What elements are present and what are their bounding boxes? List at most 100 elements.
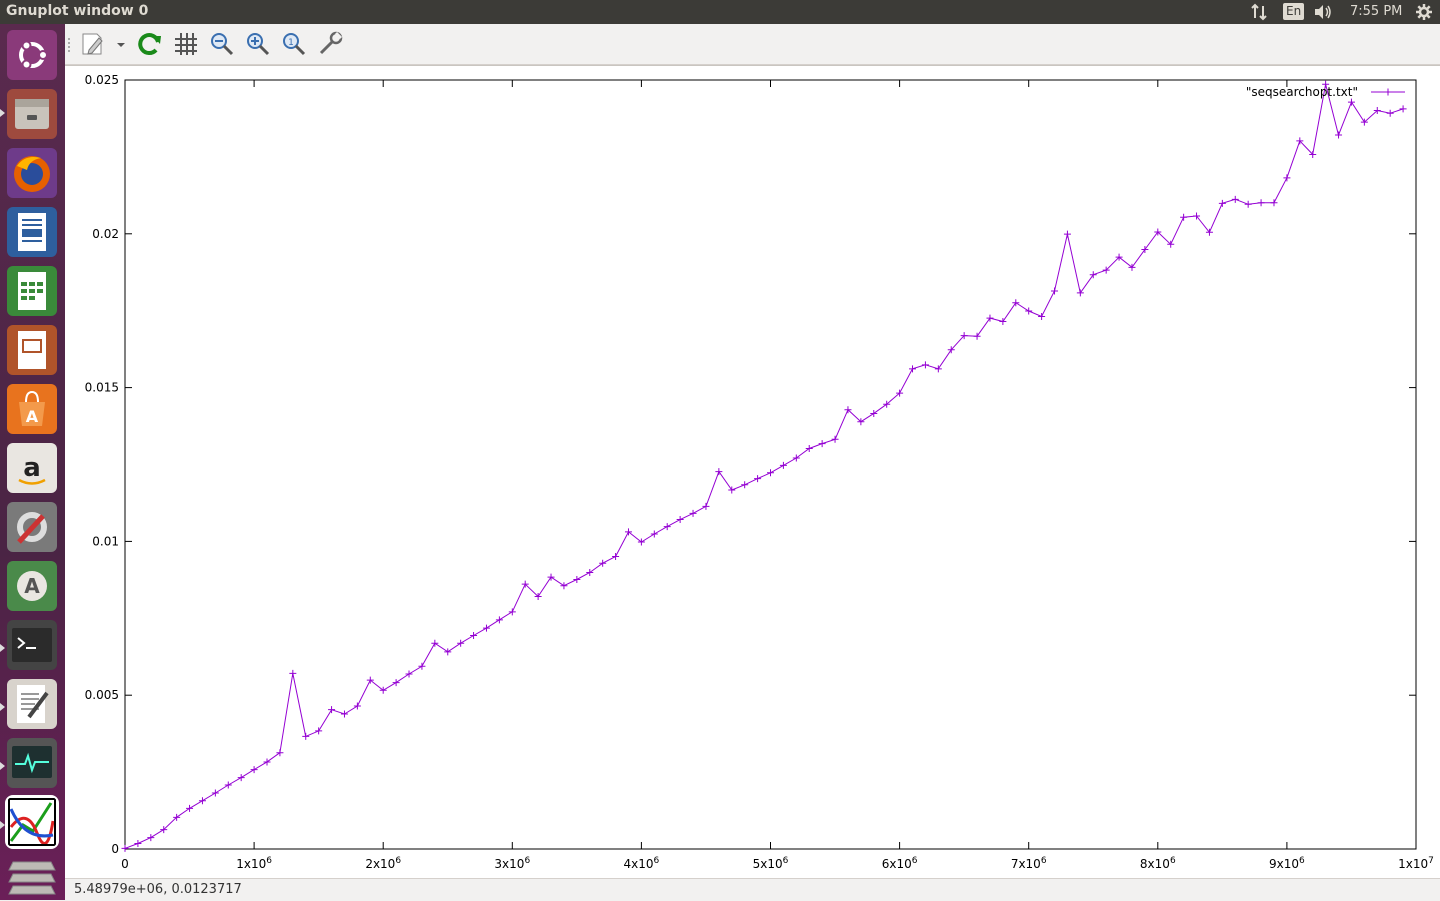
plot-canvas[interactable]: 0 0.005 0.01 0.015 0.02 0.025 0 1x106 2x106 3x106… — [65, 65, 1440, 879]
svg-text:A: A — [26, 407, 39, 426]
software-center-icon[interactable]: A — [7, 384, 57, 434]
data-point — [1347, 98, 1355, 106]
data-point — [702, 502, 710, 510]
data-point — [857, 418, 865, 426]
data-point — [1270, 199, 1278, 207]
firefox-icon[interactable] — [7, 148, 57, 198]
data-point — [353, 702, 361, 710]
session-gear-icon[interactable] — [1415, 3, 1433, 25]
data-point — [470, 632, 478, 640]
data-point — [431, 639, 439, 647]
volume-icon[interactable] — [1313, 3, 1333, 25]
data-point — [457, 639, 465, 647]
data-point — [870, 409, 878, 417]
mouse-coordinates: 5.48979e+06, 0.0123717 — [74, 882, 242, 897]
data-point — [224, 781, 232, 789]
zoom-next-icon[interactable] — [244, 30, 272, 58]
data-point — [534, 592, 542, 600]
svg-text:A: A — [24, 574, 40, 598]
libreoffice-writer-icon[interactable] — [7, 207, 57, 257]
workspaces-icon[interactable] — [7, 850, 57, 896]
gnuplot-icon[interactable] — [5, 795, 59, 849]
libreoffice-calc-icon[interactable] — [7, 266, 57, 316]
data-point — [1180, 213, 1188, 221]
data-point — [418, 662, 426, 670]
clock[interactable]: 7:55 PM — [1350, 4, 1403, 19]
toolbar-grip[interactable] — [68, 38, 73, 52]
data-point — [1193, 212, 1201, 220]
y-tick-label: 0.005 — [85, 688, 119, 702]
data-point — [521, 580, 529, 588]
data-point — [1063, 230, 1071, 238]
amazon-icon[interactable]: a — [7, 443, 57, 493]
grid-icon[interactable] — [172, 30, 200, 58]
y-tick-label: 0 — [111, 842, 119, 856]
data-point — [1115, 253, 1123, 261]
data-point — [1076, 289, 1084, 297]
network-icon[interactable] — [1250, 3, 1268, 25]
data-point — [637, 538, 645, 546]
data-point — [844, 406, 852, 414]
data-point — [831, 435, 839, 443]
keyboard-layout-indicator[interactable]: En — [1283, 3, 1305, 20]
data-point — [883, 400, 891, 408]
system-settings-icon[interactable] — [7, 502, 57, 552]
data-point — [1244, 200, 1252, 208]
data-point — [999, 317, 1007, 325]
data-point — [663, 523, 671, 531]
data-point — [1386, 109, 1394, 117]
terminal-icon[interactable] — [7, 620, 57, 670]
export-dropdown-chevron-icon[interactable] — [107, 30, 125, 58]
data-point — [1167, 240, 1175, 248]
data-point — [560, 582, 568, 590]
running-indicator — [0, 109, 5, 117]
files-icon[interactable] — [7, 89, 57, 139]
legend-label: "seqsearchopt.txt" — [1246, 85, 1358, 99]
text-editor-icon[interactable] — [7, 679, 57, 729]
data-point — [1051, 287, 1059, 295]
data-point — [624, 528, 632, 536]
options-icon[interactable] — [316, 30, 344, 58]
data-point — [767, 469, 774, 477]
window-title: Gnuplot window 0 — [6, 3, 149, 19]
autoscale-icon[interactable]: 1 — [280, 30, 308, 58]
data-point — [921, 361, 929, 369]
top-panel: Gnuplot window 0 En 7:55 PM — [0, 0, 1440, 24]
data-point — [715, 468, 723, 476]
y-tick-label: 0.015 — [85, 381, 119, 395]
data-point — [1231, 195, 1239, 203]
data-point — [986, 314, 994, 322]
software-updater-icon[interactable]: A — [7, 561, 57, 611]
svg-text:a: a — [23, 453, 41, 483]
replot-icon[interactable] — [136, 30, 164, 58]
zoom-previous-icon[interactable] — [208, 30, 236, 58]
x-tick-label: 1x106 — [236, 856, 272, 871]
data-point — [198, 797, 206, 805]
launcher: A a A — [0, 24, 65, 900]
data-point — [444, 648, 452, 656]
data-point — [1025, 307, 1033, 315]
x-tick-label: 8x106 — [1140, 856, 1176, 871]
x-tick-label: 5x106 — [753, 856, 789, 871]
data-point — [676, 516, 684, 524]
system-monitor-icon[interactable] — [7, 738, 57, 788]
data-point — [1309, 150, 1317, 158]
data-point — [1218, 199, 1226, 207]
data-point — [805, 445, 813, 453]
export-icon[interactable] — [79, 30, 107, 58]
data-point — [392, 679, 400, 687]
data-point — [302, 732, 310, 740]
x-tick-label: 2x106 — [365, 856, 401, 871]
data-point — [754, 475, 762, 483]
ubuntu-dash-icon[interactable] — [7, 30, 57, 80]
data-point — [121, 844, 129, 852]
data-point — [366, 676, 374, 684]
x-tick-label: 4x106 — [624, 856, 660, 871]
data-point — [186, 804, 194, 812]
data-point — [160, 826, 168, 834]
data-point — [1399, 105, 1407, 113]
libreoffice-impress-icon[interactable] — [7, 325, 57, 375]
data-point — [960, 332, 968, 340]
data-point — [1012, 299, 1020, 307]
y-tick-label: 0.01 — [92, 534, 119, 548]
